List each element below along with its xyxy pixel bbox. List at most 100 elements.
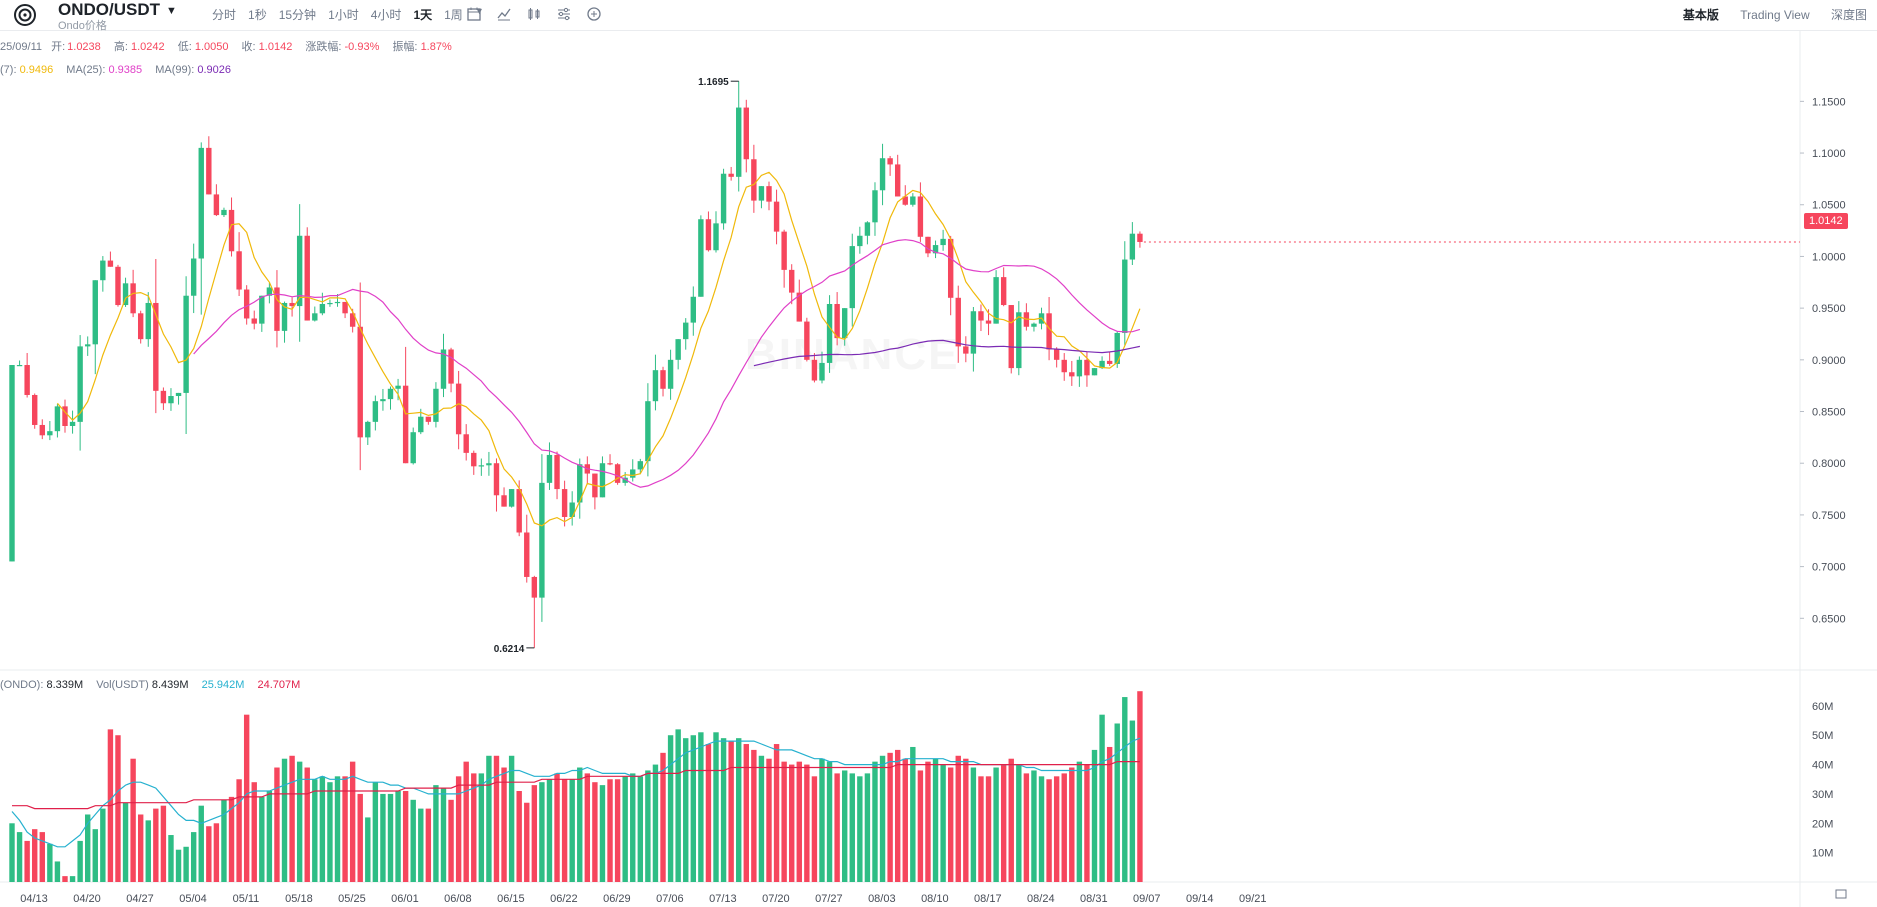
candle-body — [683, 322, 689, 340]
volume-legend: (ONDO): 8.339M Vol(USDT) 8.439M 25.942M … — [0, 679, 300, 691]
open-label: 开: — [51, 41, 66, 53]
candle-body — [478, 465, 485, 467]
candle-body — [819, 362, 825, 381]
candle-body — [614, 464, 621, 483]
candle-body — [645, 401, 651, 462]
candle-body — [652, 370, 659, 402]
pair-selector[interactable]: ONDO/USDT ▼ — [58, 0, 177, 20]
interval-tab[interactable]: 1周 — [444, 8, 463, 22]
volume-bar — [221, 799, 227, 882]
candle-body — [1031, 323, 1037, 327]
candle-body — [243, 289, 250, 319]
volume-ma2-line — [12, 761, 1140, 810]
candle-body — [228, 209, 235, 252]
time-tick-label: 06/08 — [444, 893, 472, 905]
volume-bar — [1000, 764, 1007, 882]
time-tick-label: 07/20 — [762, 893, 790, 905]
price-chart[interactable]: 1.1500 1.1000 1.0500 1.0000 0.9500 0.9000 0.85… — [0, 30, 1877, 907]
candle-body — [1046, 313, 1052, 350]
interval-tab-active[interactable]: 1天 — [413, 8, 433, 22]
volume-bar — [698, 732, 704, 882]
volume-bar — [781, 761, 787, 882]
volume-bar — [804, 764, 810, 882]
volume-bar — [690, 735, 696, 882]
candle-body — [501, 495, 507, 507]
interval-tab[interactable]: 15分钟 — [278, 8, 317, 22]
volume-bar — [39, 832, 45, 882]
candle-body — [342, 301, 348, 314]
settings-sliders-icon[interactable] — [556, 6, 572, 22]
volume-bar — [92, 829, 98, 882]
volume-bar — [773, 744, 780, 882]
volume-bar — [872, 761, 878, 882]
candle-body — [107, 260, 114, 267]
candle-body — [77, 346, 83, 422]
pair-subtitle[interactable]: Ondo价格 — [58, 20, 107, 32]
change-value: -0.93% — [344, 41, 380, 53]
ma7-label: (7): — [0, 64, 17, 76]
candle-body — [1061, 359, 1067, 373]
candle-body — [327, 302, 333, 305]
calendar-icon[interactable] — [466, 6, 482, 22]
volume-bar — [24, 840, 30, 882]
candle-body — [910, 196, 916, 205]
volume-bar — [471, 773, 477, 882]
interval-tab[interactable]: 1小时 — [328, 8, 359, 22]
interval-tab[interactable]: 分时 — [212, 8, 237, 22]
volume-bar — [577, 767, 583, 882]
candle-body — [1084, 359, 1090, 376]
candle-body — [145, 302, 151, 340]
time-tick-label: 05/04 — [179, 893, 207, 905]
price-tick-label: 0.8500 — [1812, 407, 1846, 419]
candle-body — [743, 107, 749, 160]
candle-body — [47, 431, 53, 436]
volume-ma2-value: 24.707M — [257, 679, 301, 691]
volume-bar — [985, 776, 992, 882]
time-tick-label: 09/21 — [1239, 893, 1267, 905]
candle-body — [274, 287, 280, 331]
candle-body — [425, 416, 432, 422]
price-tick-label: 1.0500 — [1812, 200, 1846, 212]
add-circle-icon[interactable] — [586, 6, 602, 22]
candle-body — [387, 388, 394, 400]
volume-bar — [198, 805, 204, 882]
volume-bar — [1023, 773, 1030, 882]
volume-tick-label: 20M — [1812, 818, 1833, 830]
volume-tick-label: 50M — [1812, 730, 1833, 742]
volume-tick-label: 60M — [1812, 701, 1833, 713]
volume-bar — [1114, 723, 1120, 882]
price-tick-label: 1.0000 — [1812, 251, 1846, 263]
view-tradingview[interactable]: Trading View — [1740, 8, 1810, 22]
candle-body — [1000, 277, 1007, 306]
volume-bar — [1038, 776, 1045, 882]
volume-bar — [554, 773, 560, 882]
indicator-icon[interactable] — [496, 6, 512, 22]
candle-body — [440, 349, 447, 389]
scale-reset-icon — [1835, 889, 1847, 899]
volume-bar — [1016, 764, 1022, 882]
candle-body — [32, 394, 38, 425]
volume-bar — [1099, 714, 1105, 882]
volume-bar — [842, 770, 848, 882]
candle-type-icon[interactable] — [526, 6, 542, 22]
candle-body — [925, 236, 931, 254]
volume-bar — [175, 849, 182, 882]
volume-bar — [168, 835, 174, 882]
candle-body — [736, 107, 742, 177]
interval-tab[interactable]: 4小时 — [370, 8, 402, 22]
view-depth[interactable]: 深度图 — [1830, 8, 1867, 22]
volume-bar — [327, 782, 333, 882]
volume-value: 8.339M — [46, 679, 84, 691]
candle-body — [720, 173, 727, 224]
interval-dropdown-icon[interactable]: ▼ — [474, 6, 484, 16]
volume-bar — [524, 802, 530, 882]
view-basic[interactable]: 基本版 — [1682, 8, 1719, 22]
volume-bar — [834, 773, 840, 882]
candle-body — [349, 313, 356, 327]
interval-tab[interactable]: 1秒 — [248, 8, 267, 22]
volume-bar — [584, 773, 591, 882]
volume-bar — [1008, 758, 1014, 882]
candle-body — [955, 297, 961, 347]
ohlc-legend: 25/09/11 开: 1.0238 高: 1.0242 低: 1.0050 收:… — [0, 38, 452, 54]
volume-bar — [955, 755, 961, 882]
